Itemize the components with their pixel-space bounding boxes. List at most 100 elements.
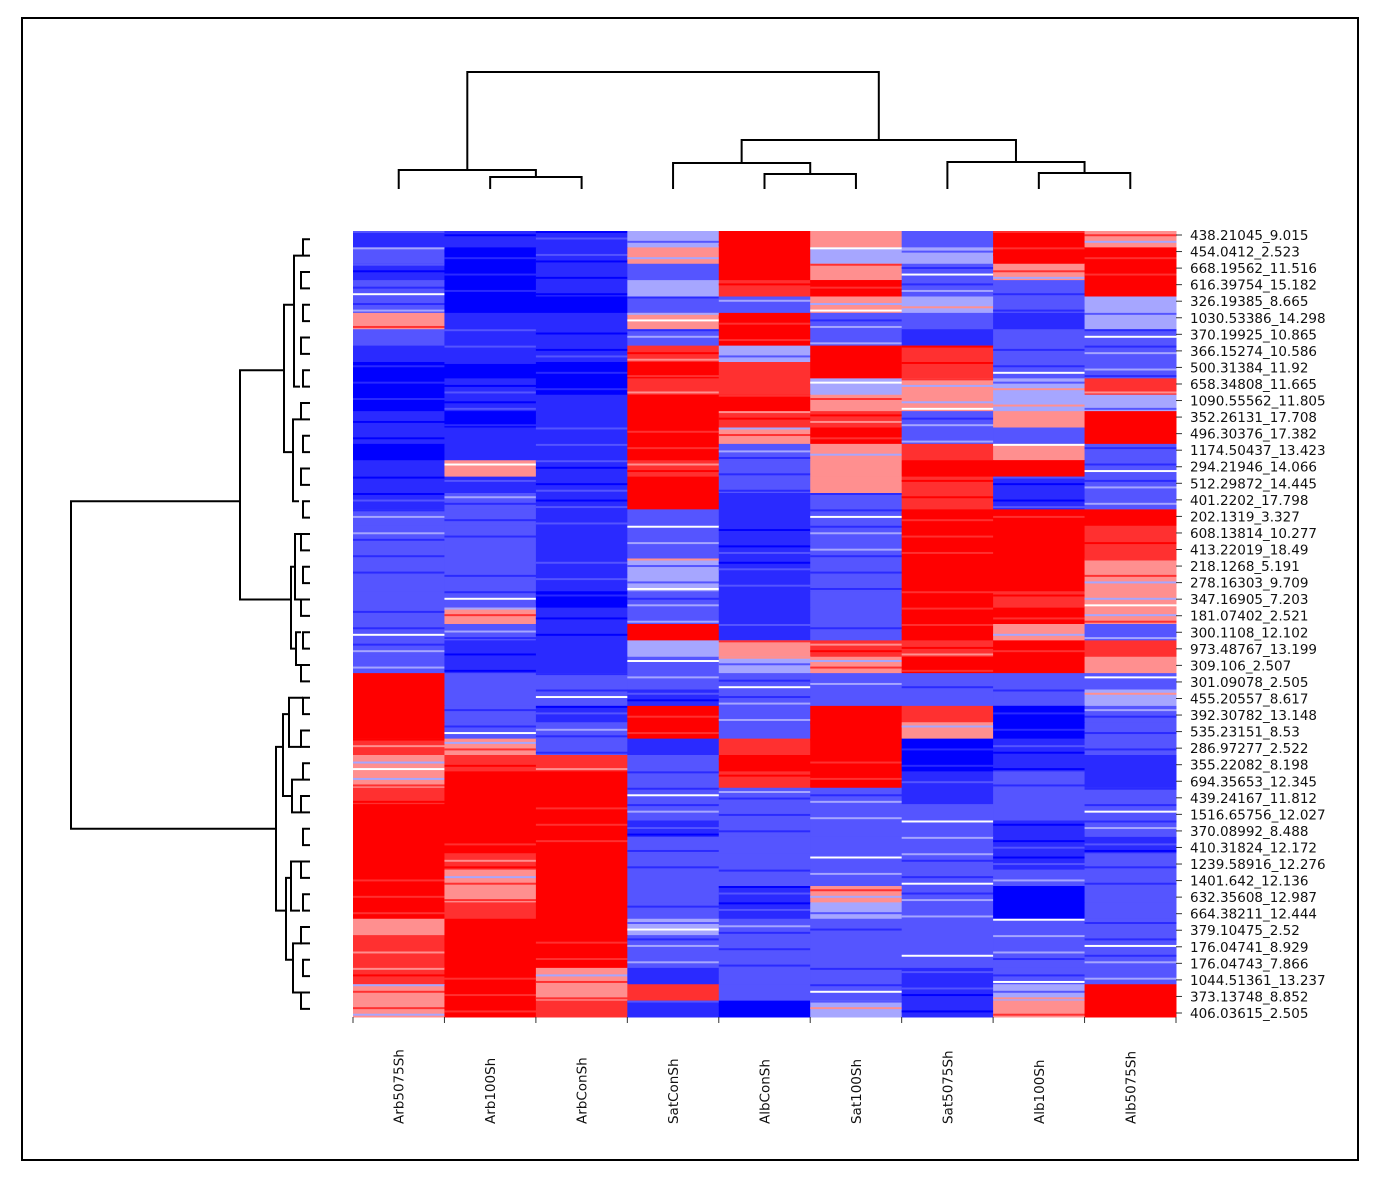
heatmap-cell (993, 836, 1086, 854)
heatmap-cell (993, 558, 1086, 576)
heatmap-cell (535, 1000, 628, 1018)
heatmap-stripe (810, 303, 903, 306)
heatmap-stripe (993, 728, 1086, 731)
dendrogram-branch (300, 401, 310, 421)
heatmap-stripe (627, 581, 720, 584)
dendrogram-branch (292, 418, 300, 503)
heatmap-stripe (444, 804, 537, 807)
heatmap-stripe (993, 745, 1086, 748)
heatmap-stripe (535, 712, 628, 715)
heatmap-stripe (627, 771, 720, 774)
heatmap-stripe (627, 827, 720, 830)
heatmap-stripe (535, 443, 628, 446)
row-label: 406.03615_2.505 (1190, 1006, 1308, 1022)
heatmap-stripe (810, 420, 903, 423)
dendrogram-branch (302, 238, 310, 257)
heatmap-stripe (444, 764, 537, 767)
row-label: 300.1108_12.102 (1190, 625, 1308, 641)
heatmap-stripe (627, 938, 720, 941)
heatmap-stripe (353, 967, 445, 970)
heatmap-stripe (1084, 637, 1177, 640)
heatmap-stripe (444, 273, 537, 276)
heatmap-stripe (901, 882, 994, 885)
heatmap-stripe (718, 417, 811, 420)
row-label: 496.30376_17.382 (1190, 427, 1317, 443)
heatmap-cell (353, 853, 445, 871)
heatmap-cell (627, 509, 720, 527)
heatmap-cell (444, 542, 537, 559)
heatmap-cell (901, 312, 994, 330)
heatmap-stripe (444, 669, 537, 672)
heatmap-cell (810, 804, 903, 821)
heatmap-cell (993, 394, 1086, 412)
heatmap-stripe (353, 325, 445, 328)
dendrogram-branch (300, 860, 310, 879)
heatmap-stripe (535, 365, 628, 368)
heatmap-stripe (353, 398, 445, 400)
column-label: Alb100Sh (1032, 1060, 1048, 1124)
heatmap-stripe (901, 440, 994, 443)
heatmap-cell (444, 558, 537, 576)
heatmap-cell (993, 640, 1086, 658)
heatmap-stripe (993, 863, 1086, 866)
heatmap-cell (353, 804, 445, 821)
heatmap-stripe (353, 509, 445, 512)
row-label: 1239.58916_12.276 (1190, 857, 1326, 873)
heatmap-cell (1084, 476, 1177, 494)
heatmap-stripe (444, 479, 537, 482)
heatmap-cell (627, 362, 720, 379)
heatmap-stripe (627, 358, 720, 361)
heatmap-cell (718, 525, 811, 543)
heatmap-cell (444, 345, 537, 363)
heatmap-cell (1084, 722, 1177, 740)
heatmap-cell (993, 280, 1086, 297)
heatmap-cell (627, 984, 720, 1002)
heatmap-stripe (810, 437, 903, 440)
heatmap-stripe (901, 892, 994, 895)
heatmap-cell (718, 329, 811, 347)
column-label: AlbConSh (758, 1059, 774, 1124)
heatmap-stripe (810, 532, 903, 535)
heatmap-cell (993, 329, 1086, 347)
heatmap-stripe (353, 1013, 445, 1016)
heatmap-stripe (627, 928, 720, 931)
heatmap-cell (1084, 738, 1177, 756)
heatmap-cell (353, 378, 445, 396)
heatmap-cell (810, 607, 903, 625)
heatmap-cell (1084, 296, 1177, 314)
heatmap-stripe (718, 656, 811, 659)
heatmap-cell (535, 771, 628, 789)
heatmap-stripe (353, 1007, 445, 1010)
heatmap-cell (810, 705, 903, 723)
heatmap-stripe (901, 741, 994, 744)
heatmap-stripe (353, 768, 445, 771)
heatmap-stripe (993, 840, 1086, 843)
heatmap-cell (627, 689, 720, 707)
heatmap-stripe (810, 738, 903, 741)
heatmap-cell (718, 787, 811, 805)
heatmap-stripe (1084, 486, 1177, 489)
heatmap-stripe (993, 997, 1086, 1000)
heatmap-cell (810, 476, 903, 494)
heatmap-cell (627, 705, 720, 723)
heatmap-stripe (444, 709, 537, 712)
heatmap-stripe (901, 345, 994, 348)
heatmap-cell (810, 558, 903, 576)
heatmap-cell (993, 443, 1086, 461)
heatmap-stripe (810, 515, 903, 518)
heatmap-cell (718, 984, 811, 1002)
heatmap-stripe (444, 574, 537, 577)
heatmap-stripe (353, 499, 445, 502)
heatmap-cell (810, 869, 903, 887)
heatmap-cell (627, 656, 720, 674)
heatmap-stripe (993, 879, 1086, 882)
heatmap-cell (901, 967, 994, 985)
heatmap-stripe (1084, 574, 1177, 577)
heatmap-stripe (627, 597, 720, 600)
heatmap-cell (810, 624, 903, 641)
heatmap-stripe (901, 758, 994, 761)
heatmap-stripe (627, 470, 720, 473)
heatmap-cell (718, 574, 811, 592)
heatmap-stripe (901, 306, 994, 309)
row-label: 500.31384_11.92 (1190, 360, 1308, 376)
